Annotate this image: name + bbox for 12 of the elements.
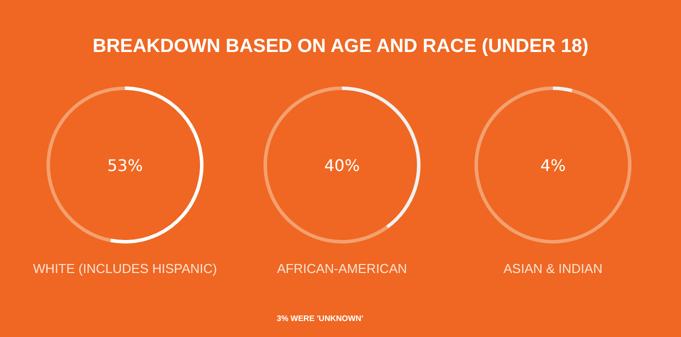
text: 53% xyxy=(107,156,143,175)
text: 3% WERE 'UNKNOWN' xyxy=(276,314,364,323)
text: BREAKDOWN BASED ON AGE AND RACE (UNDER 18) xyxy=(92,36,588,57)
donut-slice xyxy=(264,86,388,244)
donut-slice xyxy=(110,86,204,244)
donut-slice xyxy=(474,86,632,244)
text: 4% xyxy=(540,156,566,175)
text: ASIAN & INDIAN xyxy=(504,261,602,276)
text: WHITE (INCLUDES HISPANIC) xyxy=(33,261,217,276)
text: AFRICAN-AMERICAN xyxy=(276,261,408,276)
text: 40% xyxy=(324,156,360,175)
donut-slice xyxy=(553,86,573,92)
